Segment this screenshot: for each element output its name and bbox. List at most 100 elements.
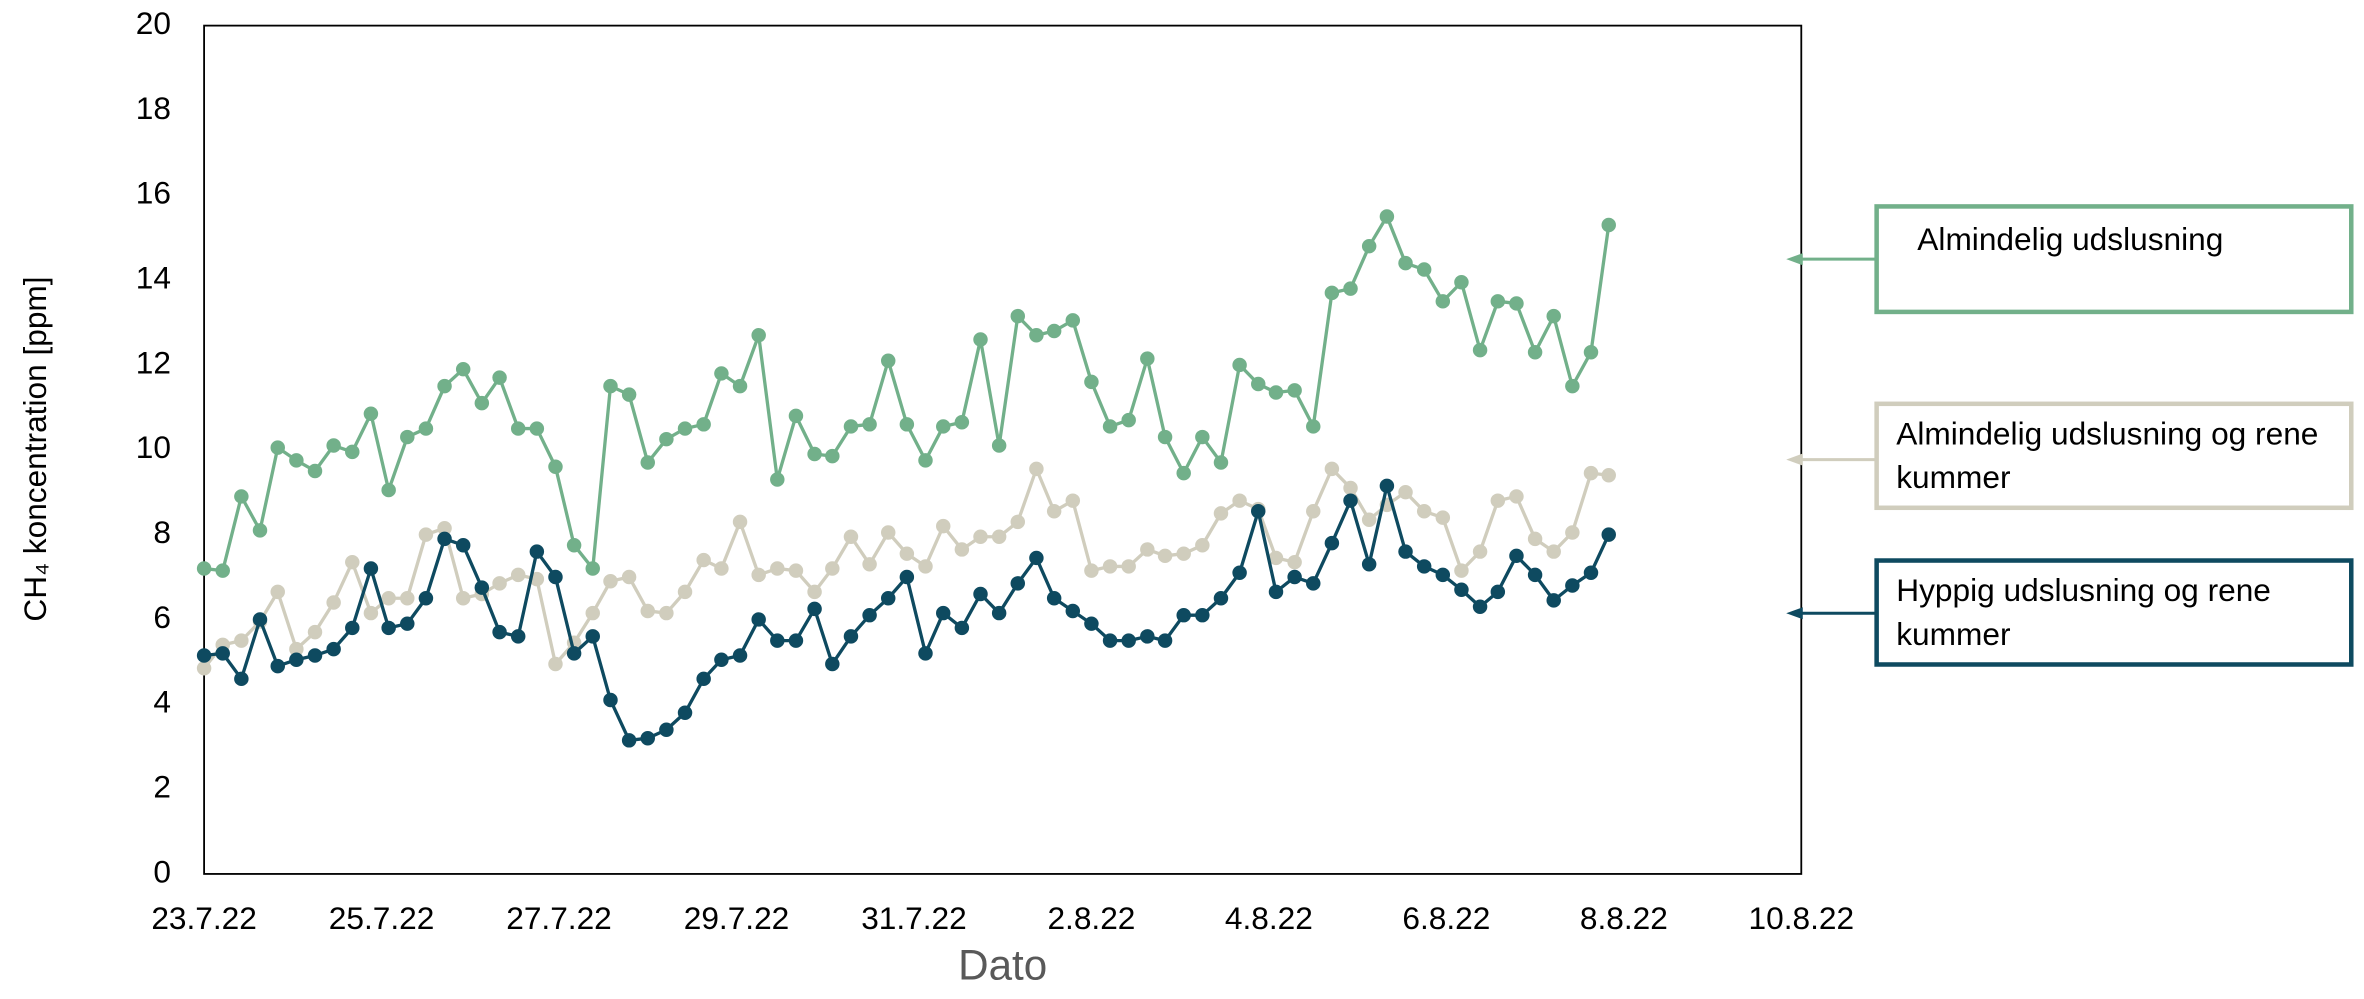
data-point [1361,238,1377,254]
data-point [825,656,840,672]
data-point [714,366,729,381]
x-tick-label: 8.8.22 [1580,900,1668,936]
data-point [1435,567,1451,583]
data-point [954,542,970,557]
legend-box [1874,558,2354,667]
data-point [954,620,970,636]
legend-label: Almindelig udslusning og rene kummer [1896,417,2319,496]
x-tick-label: 10.8.22 [1749,900,1855,936]
data-point [363,561,379,576]
legend-label: Almindelig udslusning [1917,223,2224,258]
legend-arrowhead [1786,253,1803,266]
data-point [603,574,618,589]
data-point [714,561,729,576]
data-point [1343,480,1358,496]
data-point [714,652,729,667]
data-point [659,431,674,447]
data-point [196,561,212,576]
data-point [1232,493,1247,508]
data-point [1010,514,1026,530]
data-point [1084,374,1099,390]
data-point [1176,465,1191,481]
data-point [270,584,285,600]
data-point [1213,590,1229,606]
data-point [825,561,840,576]
data-point [621,387,637,402]
data-point [548,459,563,474]
data-point [1490,294,1506,309]
data-point [548,656,563,672]
data-point [862,557,877,572]
y-tick-label: 4 [153,684,171,720]
data-point [991,605,1007,621]
data-point [899,417,915,432]
data-point [1583,344,1599,360]
data-point [1157,429,1173,445]
data-point [1065,493,1081,508]
data-point [843,629,859,644]
data-point [1565,578,1580,593]
y-tick-label: 12 [136,344,171,380]
data-point [696,417,711,432]
x-tick-label: 25.7.22 [329,900,435,936]
data-point [1102,633,1118,648]
data-point [918,646,933,661]
data-point [807,584,822,600]
data-point [1176,607,1191,623]
data-point [751,328,766,343]
y-tick-label: 18 [136,90,171,126]
data-point [510,629,526,644]
data-point [991,529,1007,544]
data-point [289,641,304,657]
data-point [603,692,618,708]
data-point [880,353,896,368]
data-point [1509,296,1524,311]
data-point [474,580,490,595]
data-point [918,559,933,574]
data-point [1361,557,1377,572]
data-point [548,569,563,585]
data-point [1454,563,1469,578]
data-point [1454,582,1469,597]
data-point [1232,565,1247,581]
data-point [696,671,711,687]
data-point [1324,535,1340,551]
data-point [1324,285,1340,301]
data-point [1306,576,1321,591]
data-point [455,537,471,553]
data-point [1287,569,1302,585]
x-tick-label: 2.8.22 [1047,900,1135,936]
data-point [843,529,859,544]
data-point [345,554,360,570]
data-point [1046,323,1062,339]
data-point [1195,607,1210,623]
data-point [1601,467,1616,483]
data-point [1583,565,1599,581]
data-point [899,569,915,585]
data-point [437,378,452,394]
data-point [1010,576,1026,591]
data-point [788,633,804,648]
data-point [1121,633,1136,648]
data-point [1195,537,1210,553]
data-point [677,705,693,720]
data-point [677,584,693,600]
data-point [973,332,988,347]
data-point [880,590,896,606]
data-point [1268,550,1284,566]
data-point [1213,506,1229,521]
legend-box [1874,401,2354,511]
data-point [659,605,674,621]
data-point [751,612,766,627]
data-point [1157,548,1173,564]
data-point [1490,493,1506,508]
x-axis-title: Dato [958,941,1047,988]
data-point [455,361,471,377]
data-point [585,561,600,576]
data-point [1416,504,1432,519]
data-point [788,408,804,424]
data-point [1268,385,1284,400]
data-point [400,590,415,606]
